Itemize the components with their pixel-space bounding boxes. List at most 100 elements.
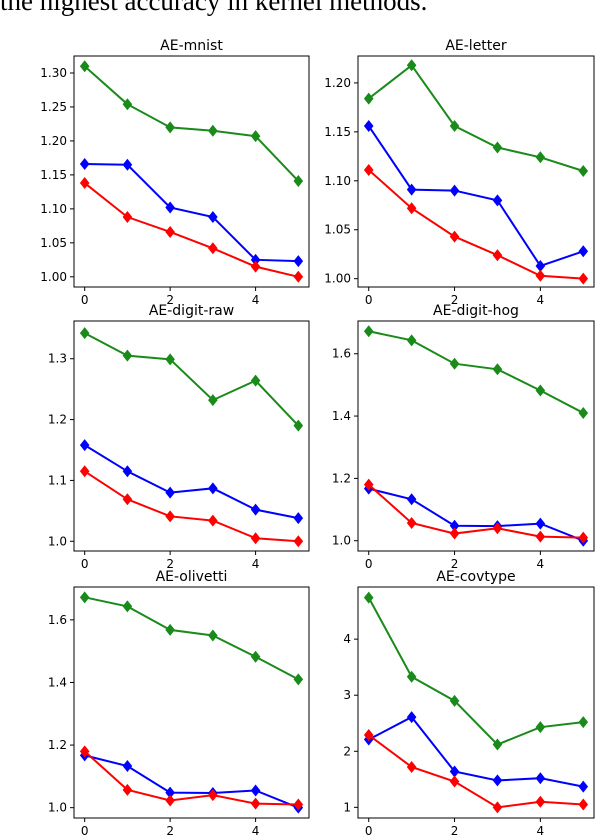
data-point-red [449,775,460,788]
axes-frame [357,55,595,288]
data-point-red [165,794,175,807]
y-tick-label: 3 [343,688,351,702]
x-tick-label: 0 [365,293,373,307]
data-point-blue [122,760,133,773]
data-point-blue [165,786,175,799]
data-point-blue [122,158,133,171]
y-tick-label: 2 [343,744,351,758]
data-point-blue [293,255,304,268]
y-tick-label: 1.0 [48,534,67,548]
x-tick-label: 2 [166,557,174,571]
data-point-blue [492,774,503,787]
data-point-blue [363,119,374,132]
data-point-green [293,419,304,432]
data-point-green [492,738,503,751]
data-point-red [578,531,589,544]
y-tick-label: 1.05 [324,223,351,237]
data-point-green [578,406,589,419]
data-point-green [449,119,460,132]
x-tick-label: 0 [365,824,373,836]
series-line-green [368,63,584,172]
x-tick-label: 2 [166,824,174,836]
x-tick-label: 2 [451,293,459,307]
data-point-red [363,478,374,491]
axes-frame [357,586,595,819]
data-point-green [492,141,503,154]
chart-title: AE-letter [445,38,507,54]
data-point-green [250,130,261,143]
chart-panel: AE-olivetti 1.0 1.2 1.4 1.6 0 2 4 [48,569,310,836]
data-point-green [363,325,374,338]
x-tick-label: 2 [166,293,174,307]
data-point-green [79,60,90,73]
y-tick-label: 1.6 [48,613,67,627]
x-tick-label: 4 [252,557,260,571]
data-point-red [122,493,133,506]
data-point-blue [122,465,133,478]
chart-title: AE-digit-hog [433,303,519,319]
data-point-red [293,535,304,548]
y-tick-label: 1.2 [48,413,67,427]
data-point-red [165,510,175,523]
series-line-red [368,483,584,539]
data-point-red [122,783,133,796]
y-tick-label: 1.10 [40,202,67,216]
data-point-blue [578,780,589,793]
data-point-red [208,514,218,527]
series-line-red [368,169,584,280]
data-point-green [293,175,304,188]
chart-panel: AE-mnist 1.00 1.05 1.10 1.15 1.20 1.25 1.30 0 2 4 [40,38,310,307]
data-point-red [208,242,218,255]
y-tick-label: 4 [343,632,351,646]
series-line-blue [368,715,584,788]
y-tick-label: 1.20 [40,134,67,148]
y-tick-label: 1.1 [48,473,67,487]
data-point-blue [535,259,546,272]
data-point-blue [406,711,417,724]
data-point-green [165,121,175,134]
series-line-blue [84,754,299,809]
chart-title: AE-digit-raw [149,303,234,319]
y-tick-label: 1 [343,800,351,814]
data-point-green [165,353,175,366]
data-point-green [363,92,374,105]
series-line-green [368,330,584,414]
x-tick-label: 0 [81,557,89,571]
data-point-blue [250,253,261,266]
chart-panel: AE-digit-raw 1.0 1.1 1.2 1.3 0 2 4 [48,303,310,571]
axes-frame [73,320,310,552]
series-line-green [367,597,584,746]
series-line-blue [84,163,299,263]
data-point-red [250,797,261,810]
data-point-red [363,729,374,742]
data-point-green [122,349,133,362]
x-tick-label: 2 [451,557,459,571]
y-tick-label: 1.4 [332,409,351,423]
data-point-red [79,177,90,190]
x-tick-label: 4 [252,293,260,307]
data-point-green [363,591,374,604]
header-text: the highest accuracy in kernel methods. [0,0,428,16]
y-tick-label: 1.10 [324,174,351,188]
series-line-green [84,65,300,182]
series-line-blue [84,444,299,520]
data-point-green [122,600,133,613]
data-point-red [122,211,133,224]
y-tick-label: 1.00 [40,270,67,284]
y-tick-label: 1.25 [40,100,67,114]
data-point-green [250,374,261,387]
data-point-green [578,716,589,729]
data-point-red [79,745,90,758]
series-line-red [368,734,584,809]
y-tick-label: 1.6 [332,347,351,361]
series-line-blue [367,125,584,268]
data-point-green [535,151,546,164]
data-point-red [363,164,374,177]
data-point-blue [250,503,261,516]
data-point-red [535,269,546,282]
data-point-red [250,260,261,273]
x-tick-label: 0 [365,557,373,571]
y-tick-label: 1.2 [48,738,67,752]
data-point-green [449,357,460,370]
